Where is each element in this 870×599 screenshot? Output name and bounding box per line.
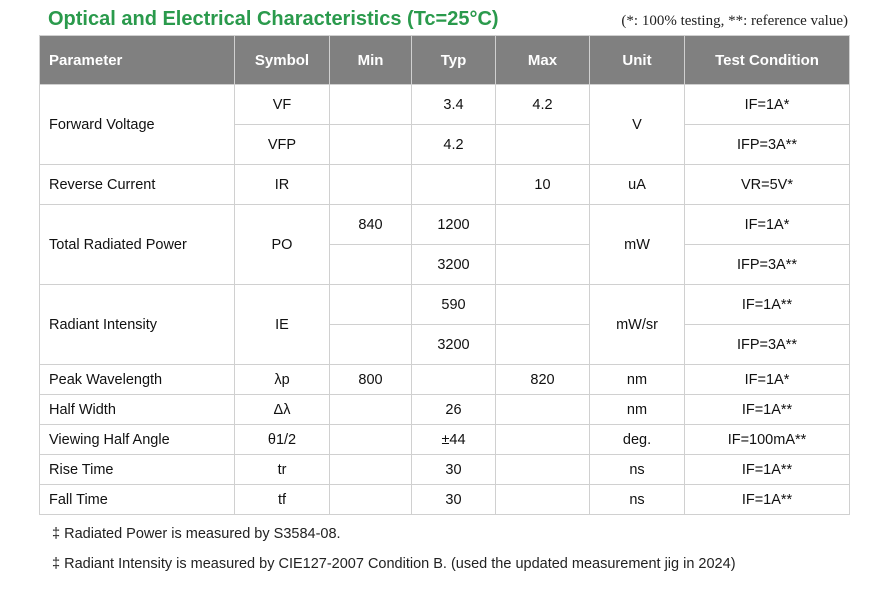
header-max: Max — [495, 35, 590, 85]
table-row-rise-time: Rise Time tr 30 ns IF=1A** — [39, 454, 850, 485]
cell-max — [495, 284, 590, 325]
cell-max — [495, 454, 590, 485]
table-row-fall-time: Fall Time tf 30 ns IF=1A** — [39, 484, 850, 515]
cell-condition: IFP=3A** — [684, 244, 850, 285]
cell-typ: ±44 — [411, 424, 496, 455]
cell-max — [495, 424, 590, 455]
cell-typ: 30 — [411, 484, 496, 515]
cell-condition: IF=1A** — [684, 284, 850, 325]
cell-typ: 26 — [411, 394, 496, 425]
cell-parameter: Forward Voltage — [39, 84, 235, 165]
cell-condition: IFP=3A** — [684, 324, 850, 365]
cell-parameter: Rise Time — [39, 454, 235, 485]
cell-condition: IF=1A* — [684, 204, 850, 245]
cell-condition: IF=1A* — [684, 84, 850, 125]
cell-typ: 3.4 — [411, 84, 496, 125]
cell-condition: IF=100mA** — [684, 424, 850, 455]
cell-max — [495, 324, 590, 365]
cell-condition: IFP=3A** — [684, 124, 850, 165]
cell-parameter: Radiant Intensity — [39, 284, 235, 365]
table-row-total-radiated-power-1: Total Radiated Power PO 840 1200 mW IF=1… — [39, 204, 850, 285]
cell-unit: nm — [589, 394, 685, 425]
cell-symbol: VFP — [234, 124, 330, 165]
cell-min — [329, 454, 412, 485]
table-row-peak-wavelength: Peak Wavelength λp 800 820 nm IF=1A* — [39, 364, 850, 395]
cell-max: 820 — [495, 364, 590, 395]
cell-typ: 30 — [411, 454, 496, 485]
cell-typ — [411, 364, 496, 395]
cell-max — [495, 244, 590, 285]
cell-symbol: θ1/2 — [234, 424, 330, 455]
cell-unit: ns — [589, 484, 685, 515]
cell-symbol: IR — [234, 164, 330, 205]
cell-condition: IF=1A** — [684, 394, 850, 425]
cell-typ: 3200 — [411, 324, 496, 365]
cell-min — [329, 124, 412, 165]
cell-max: 4.2 — [495, 84, 590, 125]
cell-symbol: tf — [234, 484, 330, 515]
cell-min — [329, 284, 412, 325]
cell-symbol: PO — [234, 204, 330, 285]
cell-symbol: IE — [234, 284, 330, 365]
cell-unit: ns — [589, 454, 685, 485]
table-row-radiant-intensity-2: 3200 IFP=3A** — [40, 324, 850, 365]
testing-legend-note: (*: 100% testing, **: reference value) — [621, 13, 848, 29]
characteristics-table: Parameter Symbol Min Typ Max Unit Test C… — [39, 35, 850, 515]
cell-parameter: Peak Wavelength — [39, 364, 235, 395]
cell-max — [495, 204, 590, 245]
table-row-radiant-intensity-1: Radiant Intensity IE 590 mW/sr IF=1A** — [39, 284, 850, 365]
cell-unit: uA — [589, 164, 685, 205]
table-row-viewing-half-angle: Viewing Half Angle θ1/2 ±44 deg. IF=100m… — [39, 424, 850, 455]
cell-typ: 3200 — [411, 244, 496, 285]
cell-unit: V — [589, 84, 685, 165]
cell-unit: nm — [589, 364, 685, 395]
header-symbol: Symbol — [234, 35, 330, 85]
cell-min — [329, 84, 412, 125]
cell-unit: deg. — [589, 424, 685, 455]
cell-max — [495, 124, 590, 165]
cell-unit: mW — [589, 204, 685, 285]
cell-unit: mW/sr — [589, 284, 685, 365]
cell-parameter: Half Width — [39, 394, 235, 425]
cell-min: 840 — [329, 204, 412, 245]
cell-parameter: Reverse Current — [39, 164, 235, 205]
cell-condition: IF=1A** — [684, 454, 850, 485]
cell-condition: IF=1A* — [684, 364, 850, 395]
cell-typ — [411, 164, 496, 205]
cell-typ: 4.2 — [411, 124, 496, 165]
footnote-radiant-intensity: ‡ Radiant Intensity is measured by CIE12… — [52, 556, 736, 572]
cell-typ: 1200 — [411, 204, 496, 245]
cell-typ: 590 — [411, 284, 496, 325]
cell-min — [329, 244, 412, 285]
header-parameter: Parameter — [39, 35, 235, 85]
header-min: Min — [329, 35, 412, 85]
table-row-reverse-current: Reverse Current IR 10 uA VR=5V* — [39, 164, 850, 205]
page-title: Optical and Electrical Characteristics (… — [48, 8, 499, 30]
cell-max — [495, 484, 590, 515]
cell-symbol: Δλ — [234, 394, 330, 425]
cell-condition: IF=1A** — [684, 484, 850, 515]
table-row-half-width: Half Width Δλ 26 nm IF=1A** — [39, 394, 850, 425]
cell-min — [329, 324, 412, 365]
cell-symbol: λp — [234, 364, 330, 395]
table-row-forward-voltage-1: Forward Voltage VF 3.4 4.2 V IF=1A* — [39, 84, 850, 165]
cell-min — [329, 484, 412, 515]
cell-parameter: Viewing Half Angle — [39, 424, 235, 455]
header-row: Parameter Symbol Min Typ Max Unit Test C… — [39, 35, 850, 85]
cell-symbol: VF — [234, 84, 330, 125]
header-unit: Unit — [589, 35, 685, 85]
cell-parameter: Fall Time — [39, 484, 235, 515]
header-test-condition: Test Condition — [684, 35, 850, 85]
cell-min — [329, 424, 412, 455]
cell-max — [495, 394, 590, 425]
cell-min: 800 — [329, 364, 412, 395]
cell-parameter: Total Radiated Power — [39, 204, 235, 285]
header-typ: Typ — [411, 35, 496, 85]
cell-symbol: tr — [234, 454, 330, 485]
footnote-radiated-power: ‡ Radiated Power is measured by S3584-08… — [52, 526, 341, 542]
cell-min — [329, 394, 412, 425]
cell-max: 10 — [495, 164, 590, 205]
cell-min — [329, 164, 412, 205]
cell-condition: VR=5V* — [684, 164, 850, 205]
